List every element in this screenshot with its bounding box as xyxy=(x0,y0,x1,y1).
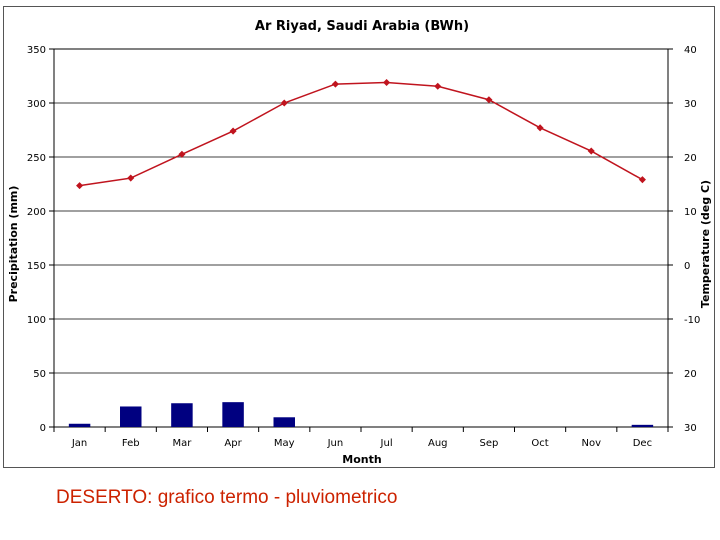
x-tick-label: May xyxy=(274,438,295,449)
x-tick-label: Oct xyxy=(531,438,548,449)
precipitation-bar xyxy=(68,423,91,427)
axis-ticks: 0 30 50 20 100 -10 150 0 200 10 250 20 300 30 350 40 Jan… xyxy=(27,45,700,449)
left-tick-label: 200 xyxy=(27,207,46,218)
gridlines xyxy=(53,48,669,428)
x-tick-label: Apr xyxy=(224,438,242,449)
right-tick-label: 40 xyxy=(684,45,697,56)
temperature-point xyxy=(638,176,646,184)
precipitation-bars xyxy=(68,402,654,427)
right-tick-label: -10 xyxy=(684,315,700,326)
chart-title: Ar Riyad, Saudi Arabia (BWh) xyxy=(255,19,469,34)
precipitation-bar xyxy=(631,424,654,427)
temperature-point xyxy=(331,80,339,88)
y-axis-left-label: Precipitation (mm) xyxy=(7,186,20,303)
temperature-point xyxy=(280,99,288,107)
slide-caption: DESERTO: grafico termo - pluviometrico xyxy=(56,487,398,508)
temperature-point xyxy=(229,127,237,135)
x-tick-label: Sep xyxy=(479,438,498,449)
right-tick-label: 10 xyxy=(684,207,697,218)
y-axis-right-label: Temperature (deg C) xyxy=(699,180,712,308)
temperature-point xyxy=(536,124,544,132)
precipitation-bar xyxy=(222,402,244,427)
x-tick-label: Nov xyxy=(581,438,601,449)
temperature-series-line xyxy=(79,81,643,187)
x-tick-label: Mar xyxy=(172,438,192,449)
x-tick-label: Aug xyxy=(428,438,448,449)
precipitation-bar xyxy=(273,417,295,427)
temperature-point xyxy=(587,147,595,155)
left-tick-label: 100 xyxy=(27,315,46,326)
temperature-line xyxy=(76,78,646,190)
left-tick-label: 250 xyxy=(27,153,46,164)
left-tick-label: 300 xyxy=(27,99,46,110)
temperature-point xyxy=(383,78,391,87)
temperature-point xyxy=(76,182,84,190)
plot-area-border xyxy=(53,48,669,428)
right-tick-label: 20 xyxy=(684,153,697,164)
chart-frame: Ar Riyad, Saudi Arabia (BWh) 0 30 50 20 100-… xyxy=(3,6,715,468)
right-tick-label: 30 xyxy=(684,423,697,434)
left-tick-label: 350 xyxy=(27,45,46,56)
x-tick-label: Jul xyxy=(380,438,393,449)
x-tick-label: Jun xyxy=(327,438,344,449)
temperature-point xyxy=(127,174,135,182)
temperature-point xyxy=(485,96,493,104)
left-tick-label: 50 xyxy=(33,369,46,380)
left-tick-label: 150 xyxy=(27,261,46,272)
precipitation-bar xyxy=(171,403,193,427)
x-tick-label: Dec xyxy=(633,438,652,449)
precipitation-bar xyxy=(120,406,142,427)
left-tick-label: 0 xyxy=(40,423,46,434)
temperature-point xyxy=(434,82,442,90)
x-axis-label: Month xyxy=(342,453,381,466)
x-tick-label: Jan xyxy=(71,438,87,449)
x-tick-label: Feb xyxy=(122,438,140,449)
temperature-point xyxy=(178,150,186,158)
right-tick-label: 0 xyxy=(684,261,690,272)
right-tick-label: 30 xyxy=(684,99,697,110)
right-tick-label: 20 xyxy=(684,369,697,380)
